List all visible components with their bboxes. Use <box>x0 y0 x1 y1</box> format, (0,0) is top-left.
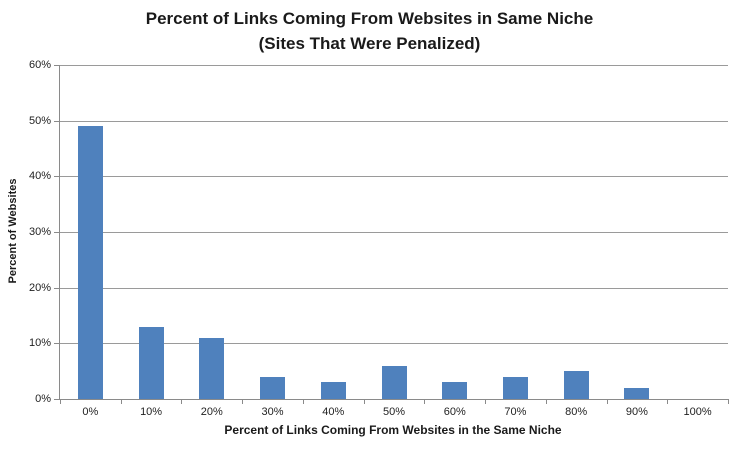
x-axis-title: Percent of Links Coming From Websites in… <box>224 423 562 437</box>
bar <box>381 365 407 399</box>
x-tick-label: 30% <box>261 406 284 418</box>
bar <box>77 126 103 399</box>
gridline <box>60 120 728 122</box>
x-tick-label: 60% <box>443 406 466 418</box>
y-tick-label: 30% <box>28 226 51 238</box>
x-axis-tick <box>121 399 122 404</box>
y-axis-tick <box>54 399 60 400</box>
y-tick-label: 20% <box>28 281 51 294</box>
x-axis-tick <box>303 399 304 404</box>
gridline <box>60 65 728 66</box>
y-tick-label: 0% <box>35 393 51 405</box>
bar <box>502 376 528 399</box>
gridline <box>60 232 728 233</box>
x-axis-tick <box>181 399 182 404</box>
bar <box>320 382 346 399</box>
x-axis-tick <box>728 399 729 404</box>
x-axis-tick <box>667 399 668 404</box>
y-axis-tick <box>54 120 60 122</box>
bar <box>624 387 650 399</box>
y-axis-tick <box>54 176 60 178</box>
y-axis-tick <box>54 287 60 289</box>
x-tick-label: 90% <box>625 406 648 418</box>
gridline <box>60 176 728 178</box>
y-tick-label: 40% <box>28 170 51 183</box>
x-axis-tick <box>364 399 365 404</box>
chart-title: Percent of Links Coming From Websites in… <box>0 6 739 56</box>
y-axis-tick <box>54 343 60 345</box>
x-axis-tick <box>546 399 547 404</box>
x-tick-label: 10% <box>140 406 163 418</box>
x-tick-label: 50% <box>382 406 405 418</box>
y-axis-tick <box>54 65 60 66</box>
gridline <box>60 287 728 289</box>
chart-title-line2: (Sites That Were Penalized) <box>258 34 481 53</box>
y-tick-label: 50% <box>28 114 51 127</box>
x-tick-label: 70% <box>504 406 527 418</box>
chart-title-line1: Percent of Links Coming From Websites in… <box>145 9 594 28</box>
y-axis-tick <box>54 232 60 233</box>
x-axis-tick <box>485 399 486 404</box>
x-tick-label: 20% <box>200 406 223 418</box>
bar <box>199 337 225 399</box>
x-axis-tick <box>60 399 61 404</box>
bar <box>563 371 589 399</box>
x-tick-label: 40% <box>322 406 345 418</box>
bar <box>138 326 164 399</box>
x-tick-label: 100% <box>683 406 712 418</box>
x-axis-tick <box>242 399 243 404</box>
x-tick-label: 0% <box>82 406 99 418</box>
bar <box>442 382 468 399</box>
y-tick-label: 10% <box>28 337 51 350</box>
x-axis-tick <box>607 399 608 404</box>
x-tick-label: 80% <box>565 406 588 418</box>
gridline <box>60 343 728 345</box>
plot-area: 0% 10% 20% 30% 40% 50% 60% 0% 10% 20% 30% 40% 50% 60%… <box>29 59 729 418</box>
y-tick-label: 60% <box>28 59 51 71</box>
x-axis-tick <box>424 399 425 404</box>
bar <box>260 376 286 399</box>
